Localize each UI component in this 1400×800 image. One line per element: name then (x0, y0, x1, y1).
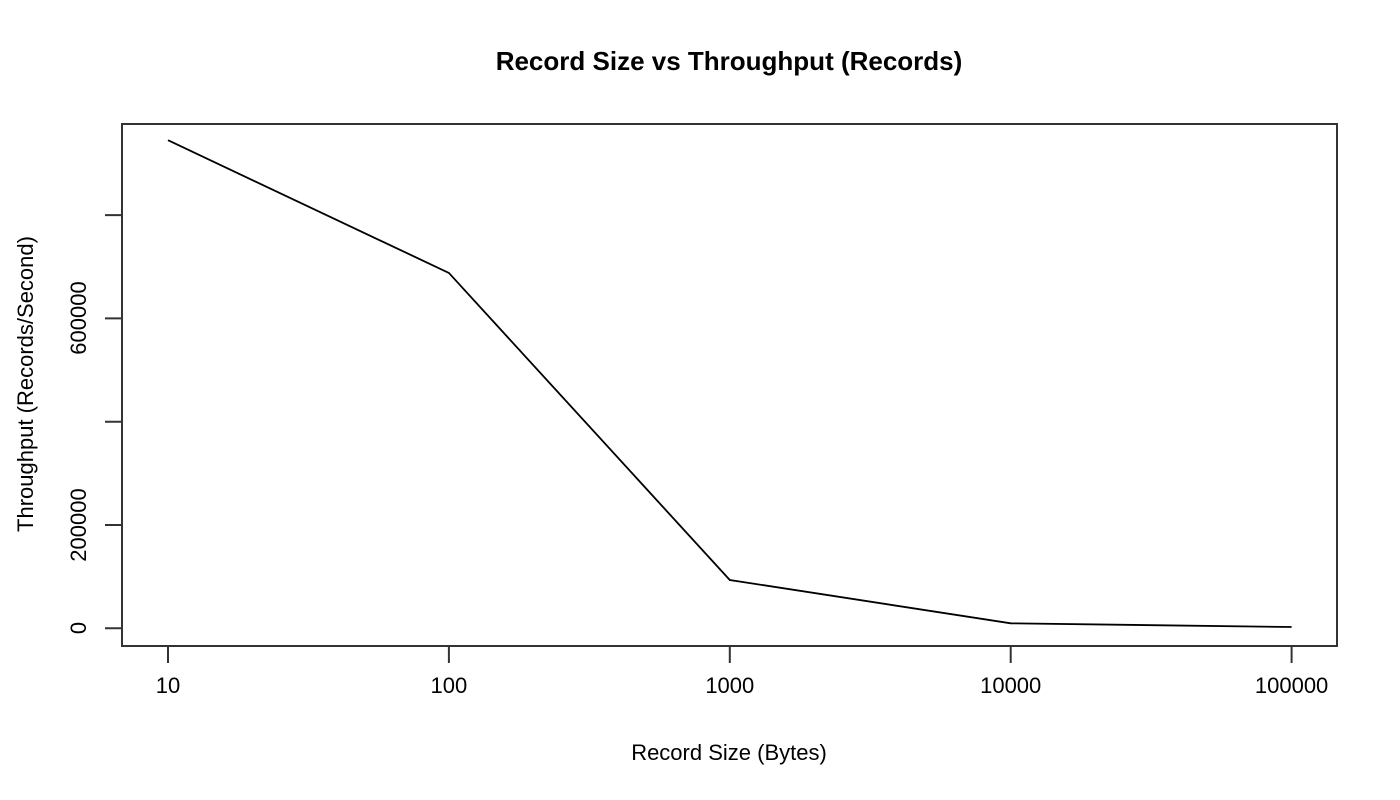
y-tick-label: 0 (66, 622, 91, 635)
y-tick-label: 200000 (66, 488, 91, 562)
x-tick-label: 100 (430, 673, 468, 698)
x-axis-title: Record Size (Bytes) (631, 740, 827, 765)
plot-box (121, 123, 1338, 647)
series-line (167, 139, 1292, 628)
chart-title: Record Size vs Throughput (Records) (495, 46, 963, 76)
x-tick-label: 1000 (705, 673, 755, 698)
x-tick-label: 10000 (980, 673, 1042, 698)
x-tick-label: 10 (155, 673, 181, 698)
x-tick-label: 100000 (1254, 673, 1329, 698)
y-tick-label: 600000 (66, 281, 91, 356)
y-axis-title: Throughput (Records/Second) (13, 236, 38, 532)
